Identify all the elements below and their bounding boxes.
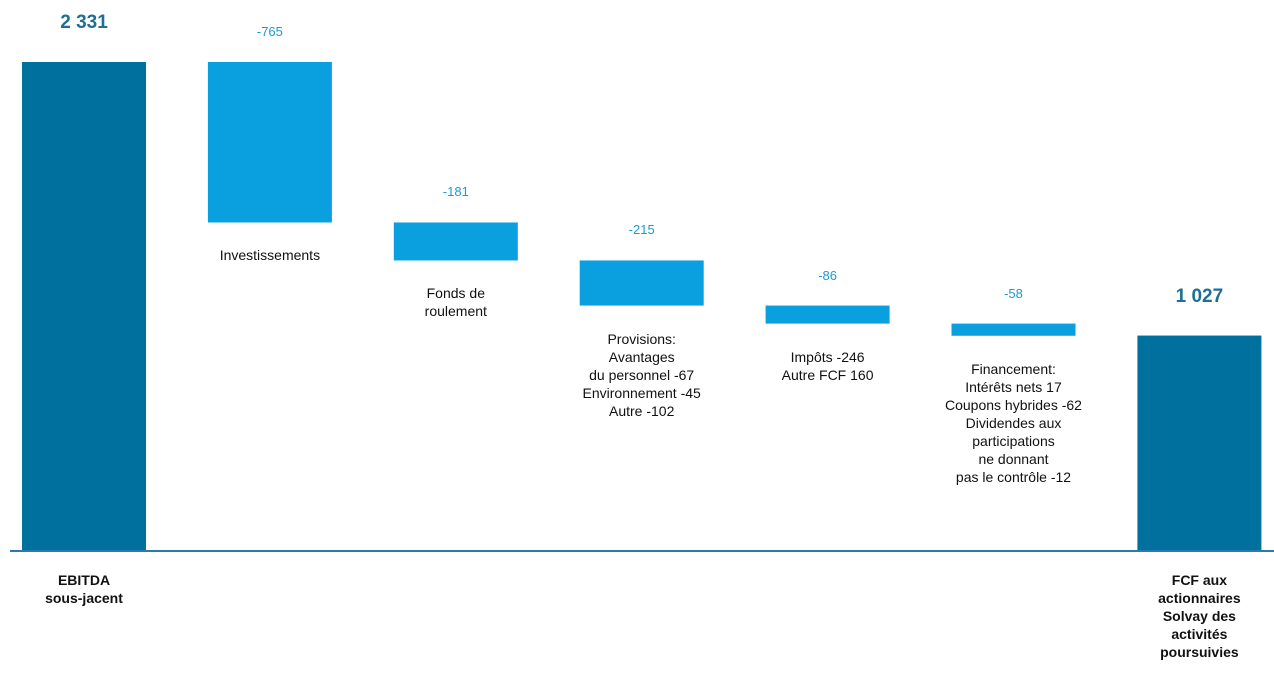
value-label: -215 xyxy=(628,222,655,238)
bar xyxy=(579,260,704,306)
bar xyxy=(207,62,332,223)
value-label: -58 xyxy=(1004,285,1023,301)
bar xyxy=(951,323,1076,336)
category-label: Financement: Intérêts nets 17 Coupons hy… xyxy=(945,360,1082,485)
bar xyxy=(1137,335,1262,551)
value-label: -86 xyxy=(818,267,837,283)
category-label: EBITDA sous-jacent xyxy=(45,572,123,606)
value-label: 2 331 xyxy=(60,12,108,33)
bar xyxy=(22,62,146,551)
category-label: Impôts -246 Autre FCF 160 xyxy=(781,348,874,383)
category-label: FCF aux actionnaires Solvay des activité… xyxy=(1158,572,1241,660)
value-label: -181 xyxy=(442,184,469,200)
category-label: Investissements xyxy=(219,247,321,264)
category-label: Provisions: Avantages du personnel -67 E… xyxy=(582,330,701,419)
bar xyxy=(765,305,890,324)
value-label: 1 027 xyxy=(1175,285,1224,307)
category-label: Fonds de roulement xyxy=(424,285,487,320)
bar xyxy=(393,222,518,261)
value-label: -765 xyxy=(256,24,283,39)
